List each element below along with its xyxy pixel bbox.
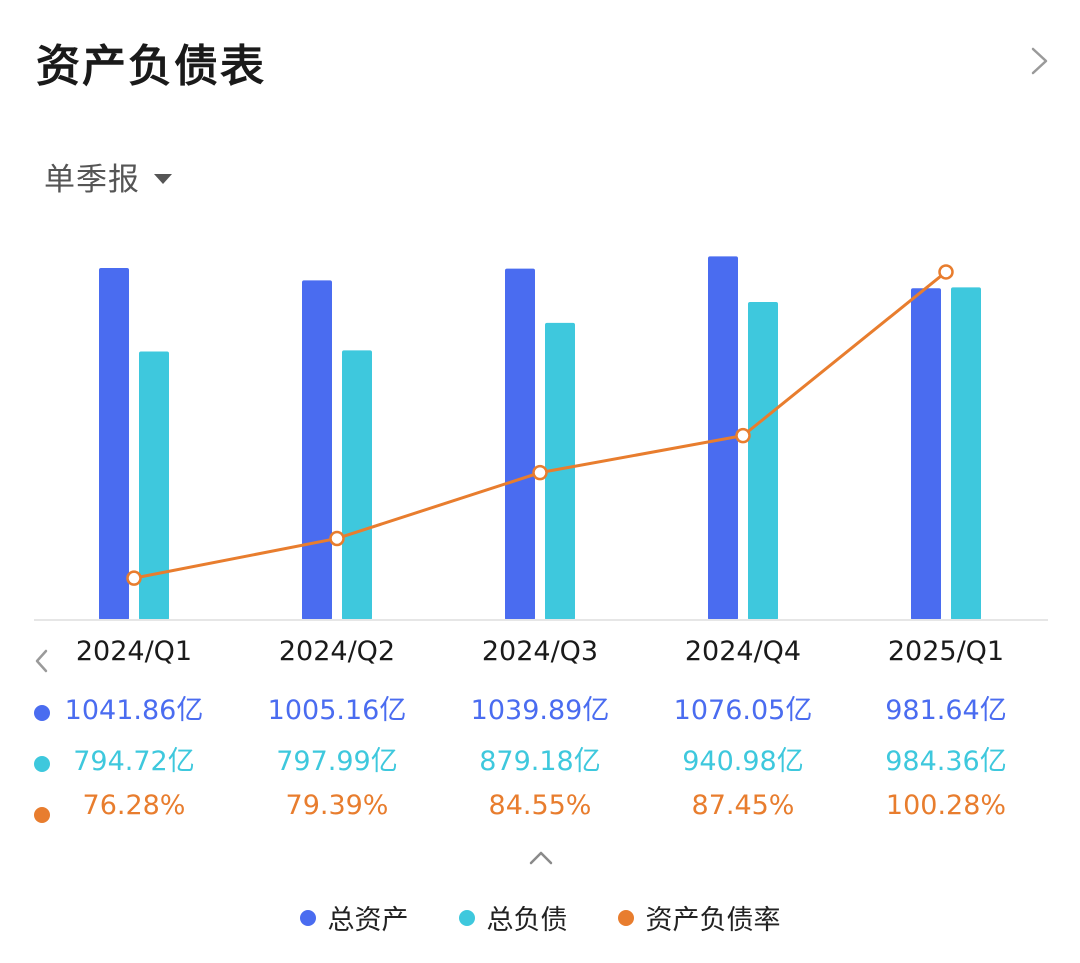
ratio-value: 84.55% xyxy=(488,790,592,821)
assets-value: 1039.89亿 xyxy=(470,695,610,726)
ratio-value: 100.28% xyxy=(885,790,1007,821)
liabilities-value: 794.72亿 xyxy=(73,746,195,777)
assets-value: 1005.16亿 xyxy=(267,695,407,726)
chevron-right-icon[interactable] xyxy=(1022,44,1056,78)
liabilities-bar[interactable] xyxy=(139,351,169,620)
assets-legend-dot xyxy=(299,909,316,926)
chevron-left-icon[interactable] xyxy=(30,646,54,676)
ratio-line xyxy=(133,270,947,580)
quarter-label: 2024/Q2 xyxy=(278,636,396,667)
page-title: 资产负债表 xyxy=(36,41,266,92)
liabilities-bar[interactable] xyxy=(951,287,981,620)
assets-value: 981.64亿 xyxy=(885,695,1007,726)
liabilities-value: 797.99亿 xyxy=(276,746,398,777)
ratio-value: 87.45% xyxy=(691,790,795,821)
chevron-up-icon[interactable] xyxy=(526,846,556,868)
liabilities-dot xyxy=(34,756,50,772)
quarter-label: 2025/Q1 xyxy=(887,636,1005,667)
caret-down-icon xyxy=(154,173,172,184)
assets-bar[interactable] xyxy=(302,280,332,620)
liabilities-legend-dot xyxy=(458,909,475,926)
ratio-value: 76.28% xyxy=(82,790,186,821)
assets-value: 1076.05亿 xyxy=(673,695,813,726)
legend-item-ratio[interactable]: 资产负债率 xyxy=(617,898,781,937)
liabilities-bar[interactable] xyxy=(342,350,372,620)
assets-value: 1041.86亿 xyxy=(64,695,204,726)
assets-bar[interactable] xyxy=(99,267,129,620)
balance-sheet-chart xyxy=(34,256,1048,621)
quarter-label: 2024/Q3 xyxy=(481,636,599,667)
assets-bar[interactable] xyxy=(505,268,535,620)
liabilities-bar[interactable] xyxy=(748,302,778,620)
liabilities-value: 984.36亿 xyxy=(885,746,1007,777)
ratio-point[interactable] xyxy=(126,570,142,586)
ratio-point[interactable] xyxy=(938,264,954,280)
legend-label: 资产负债率 xyxy=(645,905,781,936)
assets-row: 1041.86亿 1005.16亿 1039.89亿 1076.05亿 981.… xyxy=(0,688,1080,738)
ratio-dot xyxy=(34,807,50,823)
ratio-point[interactable] xyxy=(329,530,345,547)
assets-bar[interactable] xyxy=(911,288,941,620)
quarter-row: 2024/Q1 2024/Q2 2024/Q3 2024/Q4 2025/Q1 xyxy=(0,636,1080,686)
legend-label: 总负债 xyxy=(486,905,568,936)
liabilities-value: 879.18亿 xyxy=(479,746,601,777)
legend-item-assets[interactable]: 总资产 xyxy=(299,898,409,937)
ratio-point[interactable] xyxy=(735,427,751,444)
liabilities-bar[interactable] xyxy=(545,322,575,620)
ratio-value: 79.39% xyxy=(285,790,389,821)
liabilities-value: 940.98亿 xyxy=(682,746,804,777)
ratio-legend-dot xyxy=(617,909,634,926)
ratio-row: 76.28% 79.39% 84.55% 87.45% 100.28% xyxy=(0,790,1080,840)
liabilities-row: 794.72亿 797.99亿 879.18亿 940.98亿 984.36亿 xyxy=(0,739,1080,789)
legend-label: 总资产 xyxy=(327,905,409,936)
chart-legend: 总资产 总负债 资产负债率 xyxy=(0,898,1080,937)
ratio-point[interactable] xyxy=(532,464,548,481)
assets-dot xyxy=(34,705,50,721)
period-dropdown[interactable]: 单季报 xyxy=(44,154,172,199)
legend-item-liabilities[interactable]: 总负债 xyxy=(458,898,568,937)
quarter-label: 2024/Q1 xyxy=(75,636,193,667)
quarter-label: 2024/Q4 xyxy=(684,636,802,667)
period-dropdown-label: 单季报 xyxy=(44,162,140,198)
